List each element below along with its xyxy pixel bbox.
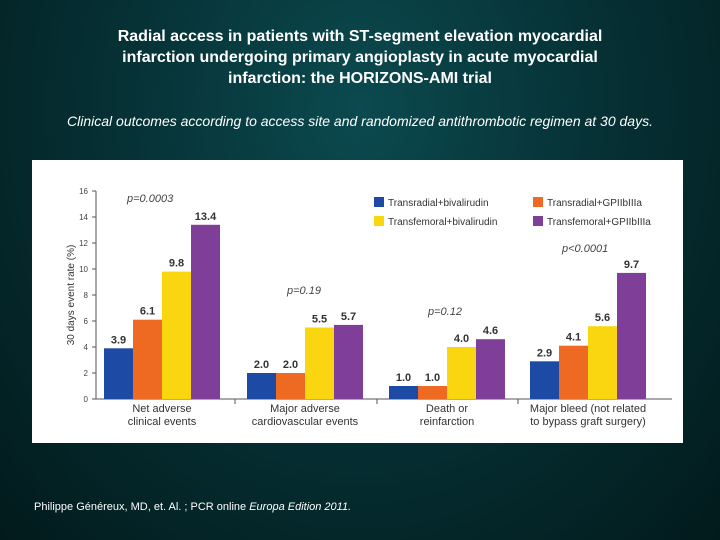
slide-subtitle: Clinical outcomes according to access si… [67,113,653,129]
citation-text: Philippe Généreux, MD, et. Al. ; PCR onl… [34,501,250,513]
legend-swatch-transradial-gpiibiiia [533,197,543,207]
legend-label: Transfemoral+GPIIbIIIa [547,217,651,228]
y-axis-title: 30 days event rate (%) [66,245,77,346]
p-value-label: p=0.0003 [126,193,174,205]
bar-transradial-gpiibiiia-4 [559,345,588,399]
citation-journal: Europa Edition 2011. [249,501,352,513]
citation: Philippe Généreux, MD, et. Al. ; PCR onl… [34,500,351,514]
bar-transfemoral-gpiibiiia-2 [334,324,363,399]
p-value-label: p=0.12 [427,306,462,318]
y-tick-label: 12 [79,239,88,248]
bar-chart: 0 2 4 6 8 10 12 14 16 30 days event rate (%) 3.9 6.… [66,187,672,428]
bar-value-label: 5.6 [595,312,610,324]
x-category-label: Death or [426,403,469,415]
y-tick-label: 6 [84,317,89,326]
y-tick-label: 8 [84,291,89,300]
legend-label: Transradial+GPIIbIIIa [547,198,642,209]
bar-value-label: 2.9 [537,347,552,359]
bar-value-label: 1.0 [425,372,440,384]
bar-transfemoral-bivalirudin-3 [447,347,476,399]
x-category-label: Major adverse [270,403,340,415]
bar-value-label: 9.7 [624,259,639,271]
y-tick-label: 10 [79,265,88,274]
bar-transradial-gpiibiiia-2 [276,373,305,399]
y-tick-label: 14 [79,213,88,222]
legend-label: Transradial+bivalirudin [388,198,489,209]
p-value-label: p<0.0001 [561,243,608,255]
bar-value-label: 1.0 [396,372,411,384]
x-category-label: cardiovascular events [252,416,359,428]
bar-transradial-bivalirudin-1 [104,348,133,399]
bar-value-label: 4.0 [454,333,469,345]
y-tick-label: 16 [79,187,88,196]
legend-swatch-transfemoral-gpiibiiia [533,216,543,226]
bar-value-label: 2.0 [254,359,269,371]
bar-value-label: 3.9 [111,334,126,346]
x-category-label: reinfarction [420,416,474,428]
y-tick-label: 0 [84,395,89,404]
chart-panel: 0 2 4 6 8 10 12 14 16 30 days event rate (%) 3.9 6.… [32,160,683,443]
bar-value-label: 4.6 [483,325,498,337]
x-category-label: Major bleed (not related [530,403,646,415]
bar-transfemoral-bivalirudin-1 [162,271,191,399]
bar-value-label: 4.1 [566,332,581,344]
bar-transradial-bivalirudin-4 [530,361,559,399]
p-value-label: p=0.19 [286,285,321,297]
bar-value-label: 9.8 [169,258,184,270]
bar-value-label: 5.7 [341,311,356,323]
x-category-label: clinical events [128,416,197,428]
y-tick-label: 2 [84,369,89,378]
bar-transfemoral-bivalirudin-2 [305,327,334,399]
x-category-label: to bypass graft surgery) [530,416,646,428]
legend-label: Transfemoral+bivalirudin [388,217,497,228]
bar-transfemoral-gpiibiiia-1 [191,224,220,399]
bar-value-label: 2.0 [283,359,298,371]
bar-transradial-bivalirudin-2 [247,373,276,399]
legend-swatch-transfemoral-bivalirudin [374,216,384,226]
bar-transfemoral-gpiibiiia-3 [476,339,505,399]
bar-value-label: 13.4 [195,211,217,223]
bar-transfemoral-bivalirudin-4 [588,326,617,399]
bar-transradial-gpiibiiia-3 [418,386,447,399]
bar-transfemoral-gpiibiiia-4 [617,272,646,399]
bar-transradial-bivalirudin-3 [389,386,418,399]
x-category-label: Net adverse [132,403,191,415]
y-tick-label: 4 [84,343,89,352]
bar-value-label: 6.1 [140,306,155,318]
slide-title: Radial access in patients with ST-segmen… [117,28,603,87]
bar-transradial-gpiibiiia-1 [133,319,162,399]
bar-value-label: 5.5 [312,314,327,326]
legend-swatch-transradial-bivalirudin [374,197,384,207]
